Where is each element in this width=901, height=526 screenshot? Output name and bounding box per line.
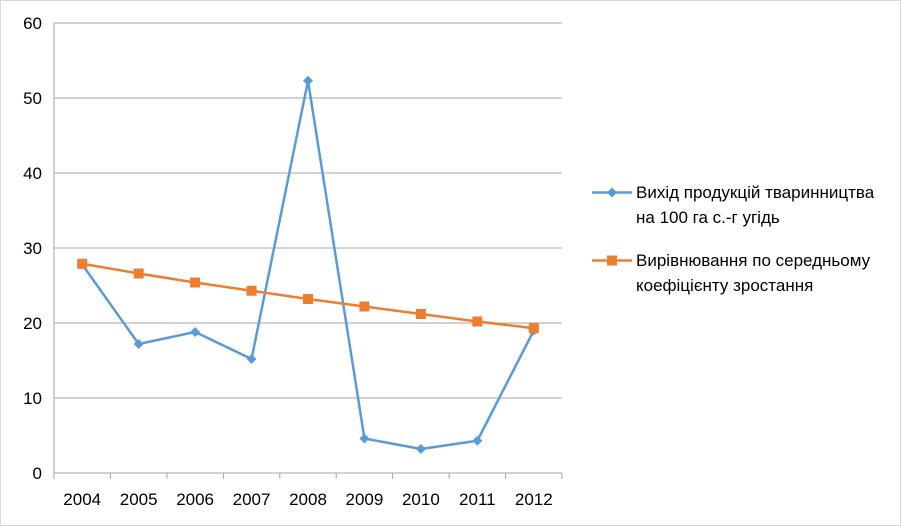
data-point — [133, 339, 144, 349]
x-tick-label: 2012 — [515, 490, 553, 509]
x-tick-label: 2004 — [63, 490, 101, 509]
legend-item-series-2: Вирівнювання по середньому коефіцієнту з… — [592, 248, 892, 298]
y-tick-label: 30 — [23, 239, 42, 258]
x-tick-label: 2006 — [176, 490, 214, 509]
data-point — [190, 327, 201, 337]
data-point — [303, 294, 313, 304]
legend: Вихід продукцій тваринництва на 100 га с… — [592, 180, 892, 316]
data-point — [359, 433, 370, 444]
x-tick-label: 2011 — [459, 490, 496, 509]
x-tick-labels: 2004 2005 2006 2007 2008 2009 2010 2011 2012 — [63, 490, 552, 509]
data-point — [303, 75, 313, 86]
data-point — [246, 354, 257, 364]
y-tick-label: 50 — [23, 89, 42, 108]
y-tick-label: 40 — [23, 164, 42, 183]
y-tick-label: 20 — [23, 314, 42, 333]
data-point — [415, 444, 426, 454]
data-point — [472, 435, 483, 446]
data-point — [77, 258, 88, 269]
y-tick-label: 60 — [23, 14, 42, 33]
series-line-1 — [81, 79, 535, 451]
x-tick-label: 2008 — [289, 490, 327, 509]
y-tick-labels: 0 10 20 30 40 50 60 — [23, 14, 42, 483]
data-point — [246, 285, 257, 296]
data-point — [415, 309, 426, 319]
y-tick-label: 10 — [23, 389, 42, 408]
x-tick-label: 2007 — [233, 490, 271, 509]
legend-item-series-1: Вихід продукцій тваринництва на 100 га с… — [592, 180, 892, 230]
data-point — [472, 316, 483, 327]
data-point — [133, 268, 144, 279]
series-layer — [77, 75, 539, 454]
x-tick-label: 2010 — [402, 490, 440, 509]
series-2 — [77, 258, 539, 334]
x-tick-label: 2009 — [346, 490, 384, 509]
data-point — [190, 277, 201, 288]
data-point — [528, 323, 539, 334]
x-tick-label: 2005 — [120, 490, 158, 509]
y-tick-label: 0 — [33, 464, 42, 483]
legend-swatch-series-1 — [592, 187, 632, 198]
data-point — [359, 301, 370, 312]
axes — [53, 23, 563, 479]
legend-label-series-1: Вихід продукцій тваринництва на 100 га с… — [636, 183, 875, 227]
legend-label-series-2: Вирівнювання по середньому коефіцієнту з… — [636, 251, 871, 295]
series-1 — [77, 75, 539, 454]
legend-swatch-series-2 — [592, 255, 632, 266]
